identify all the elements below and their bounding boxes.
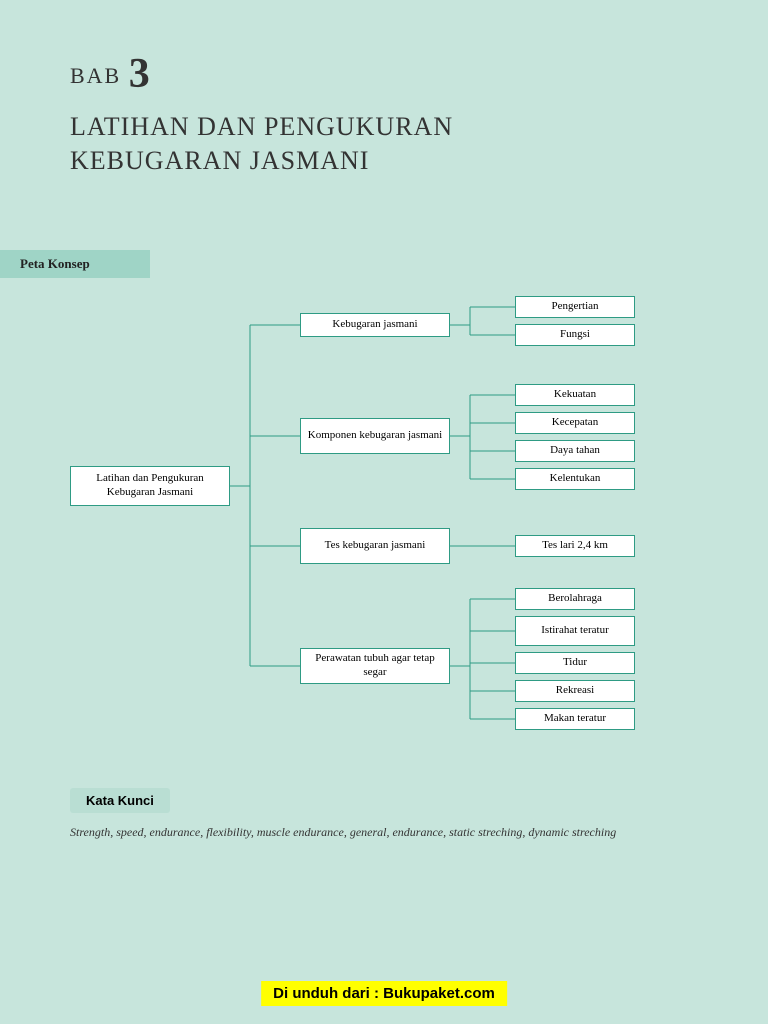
node-leaf-8: Istirahat teratur [515,616,635,646]
kata-kunci-tab: Kata Kunci [70,788,170,813]
footer-source: Di unduh dari : Bukupaket.com [261,981,507,1006]
node-leaf-9: Tidur [515,652,635,674]
node-leaf-4: Daya tahan [515,440,635,462]
concept-map-diagram: Latihan dan Pengukuran Kebugaran Jasmani… [70,288,698,768]
node-leaf-11: Makan teratur [515,708,635,730]
node-leaf-0: Pengertian [515,296,635,318]
footer-text: Di unduh dari : Bukupaket.com [273,985,495,1002]
node-root: Latihan dan Pengukuran Kebugaran Jasmani [70,466,230,506]
kata-kunci-label: Kata Kunci [86,793,154,808]
node-mid-1: Komponen kebugaran jasmani [300,418,450,454]
title-line-2: KEBUGARAN JASMANI [70,144,698,178]
title-line-1: LATIHAN DAN PENGUKURAN [70,110,698,144]
node-leaf-10: Rekreasi [515,680,635,702]
chapter-label: BAB 3 [70,50,698,98]
content-area: BAB 3 LATIHAN DAN PENGUKURAN KEBUGARAN J… [0,0,768,178]
node-mid-3: Perawatan tubuh agar tetap segar [300,648,450,684]
node-leaf-7: Berolahraga [515,588,635,610]
node-mid-2: Tes kebugaran jasmani [300,528,450,564]
node-mid-0: Kebugaran jasmani [300,313,450,337]
node-leaf-2: Kekuatan [515,384,635,406]
kata-kunci-section: Kata Kunci Strength, speed, endurance, f… [70,788,698,859]
node-leaf-5: Kelentukan [515,468,635,490]
kata-kunci-text: Strength, speed, endurance, flexibility,… [70,823,698,841]
chapter-title: LATIHAN DAN PENGUKURAN KEBUGARAN JASMANI [70,110,698,178]
node-leaf-3: Kecepatan [515,412,635,434]
peta-konsep-tab: Peta Konsep [0,250,150,278]
bab-text: BAB [70,63,121,88]
node-leaf-1: Fungsi [515,324,635,346]
node-leaf-6: Tes lari 2,4 km [515,535,635,557]
bab-number: 3 [129,51,152,97]
peta-konsep-label: Peta Konsep [20,256,90,272]
